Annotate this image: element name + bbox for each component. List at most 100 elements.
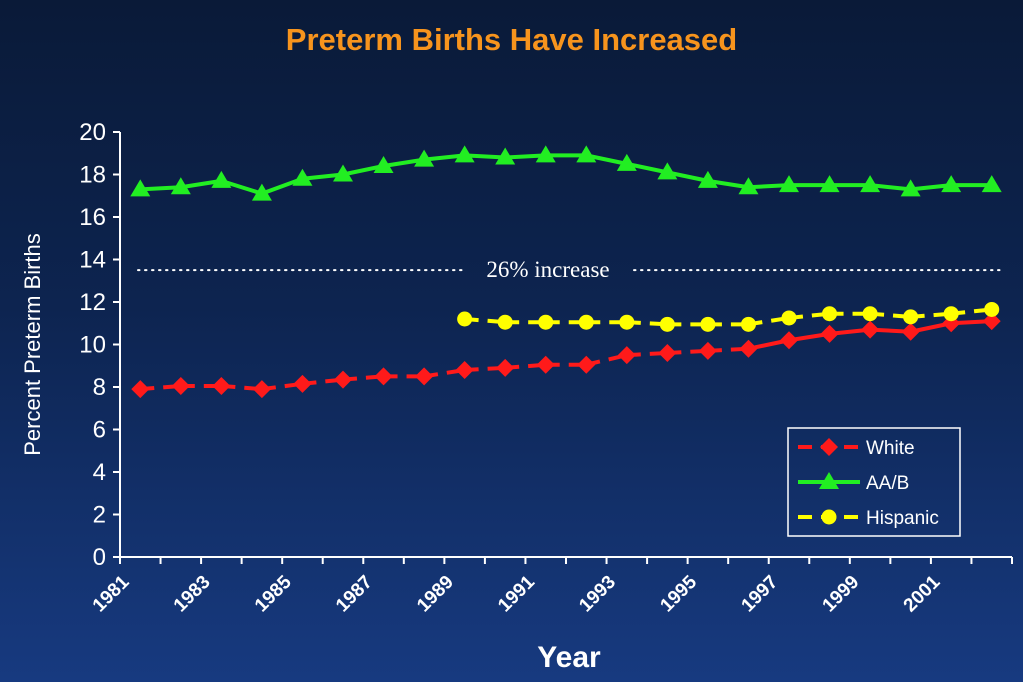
data-point (617, 346, 636, 365)
legend: White AA/B Hispanic (787, 427, 961, 537)
legend-label: Hispanic (866, 508, 939, 529)
chart-title: Preterm Births Have Increased (285, 22, 738, 57)
data-point (616, 153, 637, 171)
data-point (860, 175, 881, 193)
series-segment (464, 153, 506, 160)
data-point (903, 309, 919, 325)
data-point (901, 322, 920, 341)
data-point (822, 306, 838, 322)
series-segment (342, 164, 384, 177)
annotation-label: 26% increase (486, 257, 609, 282)
data-point (251, 183, 272, 201)
data-point (781, 310, 797, 326)
y-tick-label: 2 (93, 502, 106, 529)
series-segment (423, 153, 465, 162)
data-point (497, 314, 513, 330)
x-tick-label: 1999 (819, 572, 864, 617)
data-point (415, 367, 434, 386)
x-tick-label: 1987 (332, 572, 377, 617)
y-tick-label: 10 (79, 332, 106, 359)
x-tick-label: 2001 (900, 571, 945, 616)
data-point (578, 314, 594, 330)
data-point (457, 311, 473, 327)
legend-label: AA/B (866, 473, 909, 494)
data-point (698, 341, 717, 360)
y-tick-label: 20 (79, 119, 106, 146)
series-aa-b (130, 145, 1002, 201)
series-segment (626, 161, 668, 175)
data-point (130, 179, 151, 197)
annotation: 26% increase (137, 257, 1001, 282)
data-point (981, 175, 1002, 193)
x-tick-label: 1983 (170, 572, 215, 617)
data-point (538, 314, 554, 330)
data-point (414, 149, 435, 167)
series-segment (505, 153, 546, 160)
data-point (131, 380, 150, 399)
data-point (740, 316, 756, 332)
data-point (211, 170, 232, 188)
data-point (697, 170, 718, 188)
x-tick-label: 1981 (89, 571, 134, 616)
data-point (495, 147, 516, 165)
data-point (292, 168, 313, 186)
series-segment (140, 185, 181, 192)
data-point (212, 376, 231, 395)
y-axis-label: Percent Preterm Births (20, 233, 45, 456)
x-tick-label: 1989 (413, 572, 458, 617)
legend-box (787, 427, 961, 537)
data-point (943, 306, 959, 322)
x-tick-label: 1991 (494, 571, 539, 616)
x-axis-label: Year (537, 641, 601, 674)
series-segment (748, 183, 790, 190)
series-white (131, 312, 1001, 399)
data-point (171, 376, 190, 395)
data-point (577, 355, 596, 374)
data-point (535, 145, 556, 163)
data-point (576, 145, 597, 163)
data-point (780, 331, 798, 350)
series-segment (707, 178, 749, 190)
y-tick-label: 12 (79, 289, 106, 316)
data-point (779, 175, 799, 193)
data-point (536, 355, 555, 374)
x-tick-label: 1995 (656, 571, 701, 616)
data-point (658, 344, 677, 362)
data-point (900, 179, 921, 197)
y-tick-label: 6 (93, 417, 106, 444)
data-point (700, 316, 716, 332)
y-tick-label: 16 (79, 204, 106, 231)
series-segment (383, 157, 425, 168)
data-point (454, 145, 475, 163)
data-point (861, 320, 880, 339)
y-tick-label: 18 (79, 162, 106, 189)
x-tick-label: 1985 (251, 571, 296, 616)
series-segment (666, 170, 709, 183)
legend-marker (820, 438, 838, 456)
data-point (984, 301, 1000, 317)
data-point (659, 316, 675, 332)
series-hispanic (457, 301, 1000, 332)
y-tick-label: 0 (93, 544, 106, 571)
y-tick-label: 8 (93, 374, 106, 401)
data-point (657, 162, 678, 180)
series-segment (180, 178, 222, 190)
series-layer (130, 145, 1002, 399)
data-point (738, 177, 759, 195)
series-segment (869, 183, 911, 192)
data-point (170, 177, 191, 195)
data-point (819, 175, 840, 193)
legend-marker (819, 472, 839, 489)
data-point (739, 339, 758, 358)
data-point (982, 312, 1001, 331)
series-segment (910, 183, 952, 192)
x-tick-label: 1997 (738, 572, 783, 617)
data-point (455, 361, 474, 379)
data-point (373, 156, 394, 173)
data-point (820, 324, 839, 343)
data-point (252, 380, 271, 399)
data-point (334, 370, 352, 389)
y-tick-label: 14 (79, 247, 106, 274)
legend-label: White (866, 438, 915, 459)
data-point (293, 374, 312, 393)
